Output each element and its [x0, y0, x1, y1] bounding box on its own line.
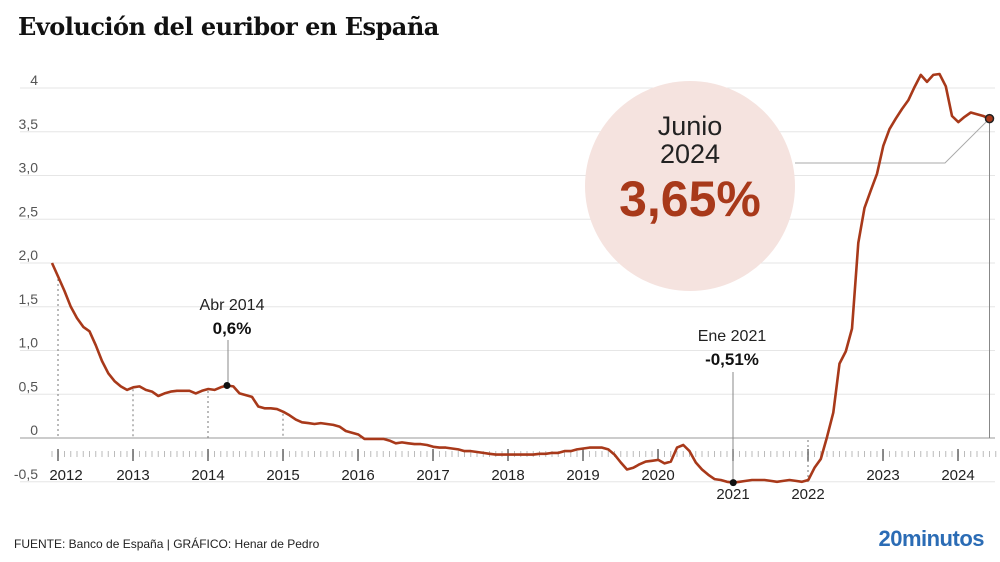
- source-footer: FUENTE: Banco de España | GRÁFICO: Henar…: [14, 537, 320, 551]
- point-ene-2021: [729, 479, 737, 487]
- highlight-month: Junio: [658, 111, 723, 141]
- annotation-value-abr-2014: 0,6%: [213, 319, 252, 338]
- x-tick-label-2013: 2013: [116, 467, 149, 484]
- x-tick-label-2017: 2017: [416, 467, 449, 484]
- annotation-value-ene-2021: -0,51%: [705, 350, 759, 369]
- brand-logo[interactable]: 20minutos: [878, 526, 984, 551]
- x-tick-label-2020: 2020: [641, 467, 674, 484]
- highlight-value: 3,65%: [619, 171, 761, 227]
- y-tick-label: 2,5: [19, 203, 39, 219]
- annotation-label-ene-2021: Ene 2021: [698, 328, 767, 345]
- point-jun-2024: [984, 113, 995, 124]
- y-tick-label: 1,5: [19, 291, 39, 307]
- point-abr-2014: [223, 382, 231, 389]
- euribor-series-line: [50, 72, 991, 484]
- x-tick-label-2016: 2016: [341, 467, 374, 484]
- x-tick-label-2023: 2023: [866, 467, 899, 484]
- y-tick-label: 2,0: [19, 247, 39, 263]
- y-tick-label: 3,5: [19, 116, 39, 132]
- x-tick-label-2015: 2015: [266, 467, 299, 484]
- x-tick-label-2024: 2024: [941, 467, 974, 484]
- y-tick-label: 4: [30, 72, 38, 88]
- highlight-circle: [585, 81, 795, 291]
- x-tick-label-2021: 2021: [716, 486, 749, 503]
- x-tick-label-2022: 2022: [791, 486, 824, 503]
- y-tick-label: -0,5: [14, 466, 38, 482]
- x-tick-label-2014: 2014: [191, 467, 224, 484]
- x-tick-label-2012: 2012: [49, 467, 82, 484]
- highlight-year: 2024: [660, 139, 720, 169]
- annotation-label-abr-2014: Abr 2014: [200, 297, 265, 314]
- y-tick-label: 0: [30, 422, 38, 438]
- chart-title: Evolución del euribor en España: [18, 12, 439, 41]
- highlight-leader: [795, 118, 990, 164]
- y-tick-label: 0,5: [19, 378, 39, 394]
- y-tick-label: 3,0: [19, 160, 39, 176]
- x-tick-label-2018: 2018: [491, 467, 524, 484]
- x-tick-label-2019: 2019: [566, 467, 599, 484]
- y-tick-label: 1,0: [19, 335, 39, 351]
